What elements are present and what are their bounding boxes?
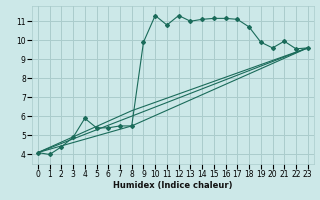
X-axis label: Humidex (Indice chaleur): Humidex (Indice chaleur) (113, 181, 233, 190)
